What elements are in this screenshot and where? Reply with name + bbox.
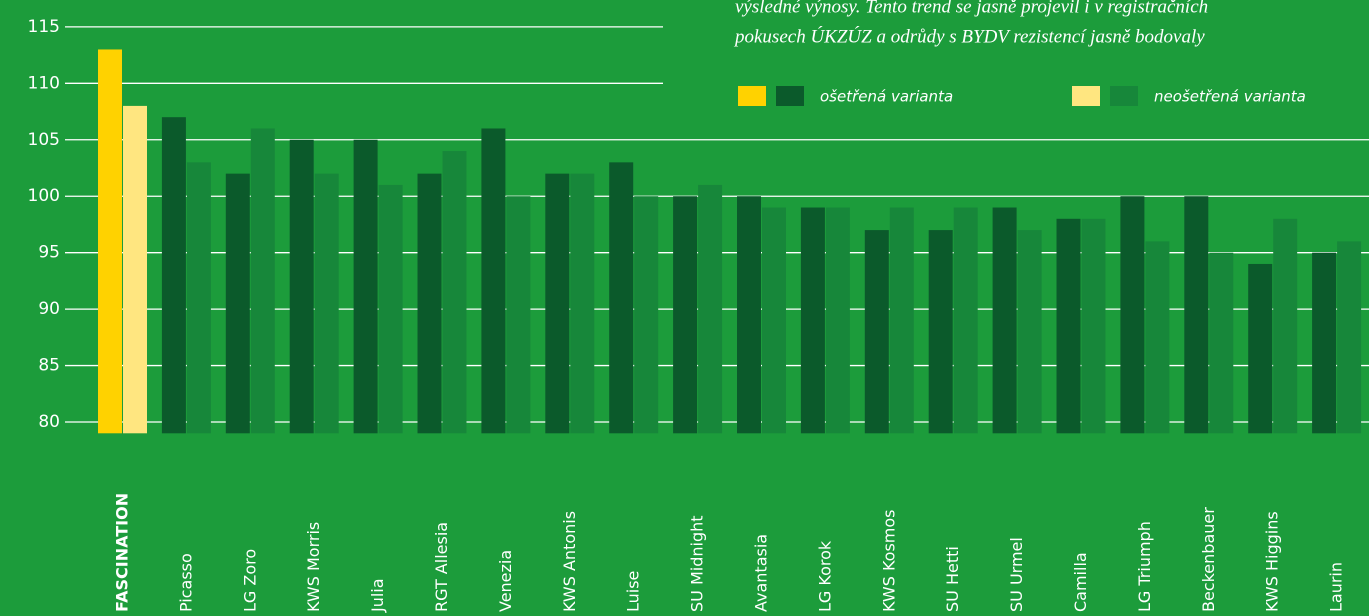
bar bbox=[353, 139, 378, 434]
legend-label: ošetřená varianta bbox=[820, 88, 953, 106]
x-tick-label: LG Korok bbox=[815, 540, 834, 612]
y-tick-label: 85 bbox=[38, 356, 60, 376]
bar bbox=[673, 196, 698, 434]
bar bbox=[506, 196, 531, 434]
y-tick-label: 110 bbox=[28, 73, 60, 93]
y-tick-label: 105 bbox=[28, 130, 60, 150]
x-tick-label: FASCINATION bbox=[113, 493, 132, 612]
bar bbox=[928, 230, 953, 434]
x-tick-label: RGT Allesia bbox=[432, 522, 451, 612]
x-tick-label: Venezia bbox=[496, 550, 515, 612]
bar bbox=[889, 207, 914, 434]
bar bbox=[250, 128, 275, 434]
x-tick-label: Luise bbox=[624, 571, 643, 612]
x-tick-label: SU Hetti bbox=[943, 546, 962, 612]
bar bbox=[1273, 218, 1298, 434]
bar bbox=[864, 230, 889, 434]
bar bbox=[98, 49, 122, 434]
x-tick-label: Julia bbox=[368, 578, 387, 613]
legend-swatch bbox=[1072, 86, 1100, 106]
x-tick-label: Beckenbauer bbox=[1199, 507, 1218, 612]
bar bbox=[825, 207, 850, 434]
bar bbox=[698, 184, 723, 434]
bar bbox=[634, 196, 659, 434]
note-line: pokusech ÚKZÚZ a odrůdy s BYDV rezistenc… bbox=[733, 25, 1205, 47]
legend-swatch bbox=[1110, 86, 1138, 106]
bar bbox=[1184, 196, 1209, 434]
x-tick-label: Avantasia bbox=[752, 534, 771, 612]
x-tick-label: LG Zoro bbox=[240, 549, 259, 612]
x-tick-label: SU Urmel bbox=[1007, 537, 1026, 612]
x-tick-label: KWS Antonis bbox=[560, 511, 579, 612]
bar bbox=[992, 207, 1017, 434]
bar bbox=[314, 173, 339, 434]
bar bbox=[123, 105, 147, 434]
bar bbox=[417, 173, 442, 434]
legend-swatch bbox=[738, 86, 766, 106]
bar bbox=[442, 151, 467, 434]
bar bbox=[609, 162, 634, 434]
x-tick-label: Picasso bbox=[176, 553, 195, 612]
bar bbox=[289, 139, 314, 434]
bar bbox=[1081, 218, 1106, 434]
y-tick-label: 80 bbox=[38, 412, 60, 432]
bar bbox=[737, 196, 761, 434]
y-tick-label: 95 bbox=[38, 243, 60, 263]
bar bbox=[161, 117, 186, 434]
x-tick-label: KWS Morris bbox=[304, 522, 323, 612]
bar bbox=[1337, 241, 1362, 434]
bar bbox=[481, 128, 506, 434]
legend-label: neošetřená varianta bbox=[1154, 88, 1306, 106]
x-tick-label: Laurin bbox=[1327, 562, 1346, 612]
bar bbox=[225, 173, 250, 434]
bar bbox=[762, 207, 786, 434]
bar bbox=[186, 162, 211, 434]
y-tick-label: 90 bbox=[38, 299, 60, 319]
bar bbox=[1017, 230, 1042, 434]
bar bbox=[1248, 263, 1273, 434]
y-tick-label: 100 bbox=[28, 186, 60, 206]
x-tick-label: KWS Kosmos bbox=[879, 509, 898, 612]
bar bbox=[953, 207, 978, 434]
bar bbox=[1145, 241, 1170, 434]
y-tick-label: 115 bbox=[28, 17, 60, 37]
x-tick-label: SU Midnight bbox=[688, 515, 707, 612]
bar bbox=[800, 207, 825, 434]
bar bbox=[570, 173, 595, 434]
x-tick-label: LG Triumph bbox=[1135, 521, 1154, 612]
bar bbox=[378, 184, 403, 434]
bar bbox=[545, 173, 570, 434]
bar bbox=[1056, 218, 1081, 434]
legend-swatch bbox=[776, 86, 804, 106]
bar bbox=[1209, 252, 1234, 434]
bar bbox=[1120, 196, 1145, 434]
x-tick-label: KWS Higgins bbox=[1263, 511, 1282, 612]
note-line: výsledné výnosy. Tento trend se jasně pr… bbox=[735, 0, 1208, 17]
bar bbox=[1312, 252, 1337, 434]
x-tick-label: Camilla bbox=[1071, 552, 1090, 612]
